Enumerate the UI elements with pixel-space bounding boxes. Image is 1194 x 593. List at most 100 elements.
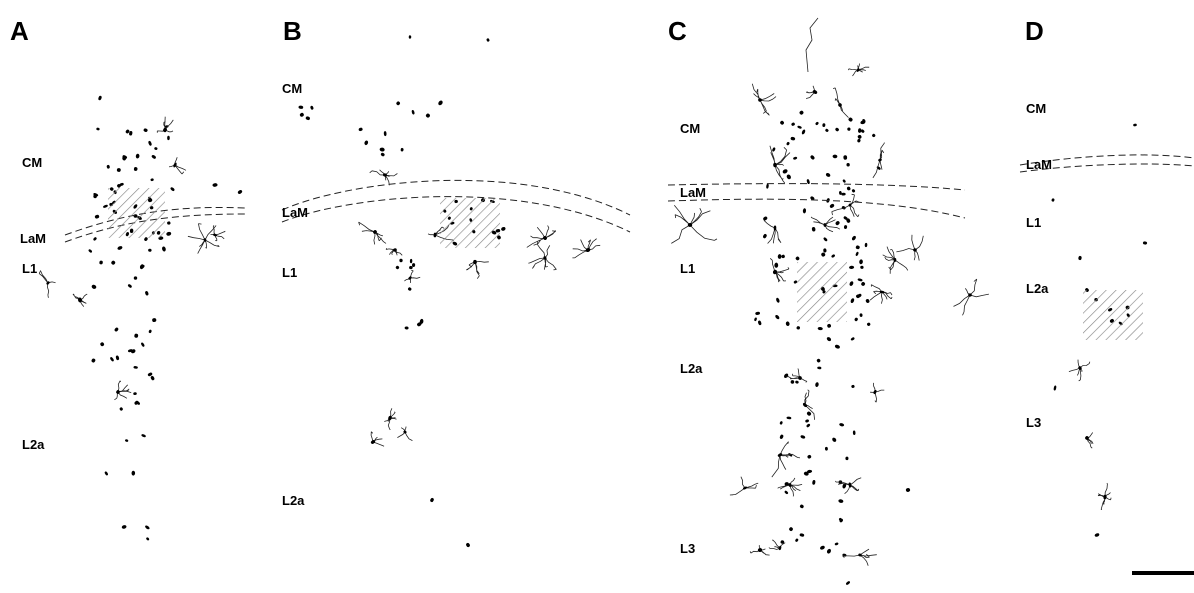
cell-body	[145, 291, 149, 296]
dendrite	[786, 369, 807, 383]
cell-body	[100, 342, 105, 347]
cell-body	[106, 165, 110, 169]
dendrite	[870, 383, 884, 402]
cell-body	[826, 336, 832, 342]
cell-body	[853, 430, 856, 435]
cell-body	[839, 423, 845, 427]
dendrite	[371, 432, 384, 447]
cell-body	[154, 147, 158, 150]
cell-body	[860, 266, 864, 270]
cell-body	[799, 110, 804, 115]
cell-body	[772, 147, 776, 152]
cell-body	[841, 193, 845, 196]
cell-body	[1133, 124, 1137, 127]
cell-body	[826, 548, 832, 554]
cell-body	[854, 317, 858, 322]
cell-body	[167, 136, 170, 141]
layer-label: L1	[680, 261, 695, 276]
cell-body	[166, 231, 172, 236]
dendrite	[1069, 360, 1090, 381]
dendrite	[870, 285, 892, 304]
cell-body	[783, 373, 789, 379]
cell-body	[815, 121, 819, 125]
dendrite	[466, 261, 489, 278]
cell-body	[855, 245, 860, 250]
cell-body	[212, 183, 218, 187]
figure: A CM LaM L1 L2a B CM LaM L1 L2a C CM LaM…	[0, 0, 1194, 588]
dendrite	[835, 478, 861, 494]
cell-body	[823, 248, 827, 252]
cell-body	[380, 152, 385, 157]
cell-body	[849, 281, 854, 287]
cell-body	[905, 488, 910, 493]
dendrite	[752, 84, 776, 116]
cell-body	[151, 154, 157, 159]
dendrite	[527, 226, 556, 248]
cell-body	[785, 321, 790, 326]
layer-label: CM	[282, 81, 302, 96]
cell-body	[114, 327, 119, 332]
cell-body	[93, 237, 98, 242]
cell-body	[778, 254, 782, 259]
cell-body	[88, 249, 93, 254]
cell-body	[364, 140, 369, 146]
cell-body	[821, 252, 826, 257]
cell-body	[848, 482, 852, 488]
dendrite	[954, 279, 989, 315]
cell-body	[850, 337, 855, 341]
cell-body	[810, 155, 816, 161]
layer-label: CM	[1026, 101, 1046, 116]
cell-body	[816, 358, 821, 363]
cell-body	[104, 471, 109, 476]
layer-label: LaM	[1026, 157, 1052, 172]
cell-body	[150, 178, 154, 181]
cell-body	[847, 127, 850, 130]
cell-body	[878, 158, 882, 162]
cell-body	[865, 298, 870, 303]
cell-body	[871, 133, 876, 138]
cell-body	[790, 136, 795, 140]
cell-body	[410, 259, 413, 263]
cell-body	[835, 220, 841, 226]
cell-body	[117, 245, 123, 250]
cell-body	[775, 297, 780, 303]
cell-body	[125, 439, 129, 442]
cell-body	[411, 110, 415, 115]
cell-body	[766, 184, 769, 189]
cell-body	[838, 499, 844, 504]
dendrite	[806, 18, 818, 72]
cell-body	[111, 260, 116, 265]
cell-body	[1094, 533, 1100, 538]
cell-body	[757, 320, 761, 325]
dendrite	[370, 170, 398, 186]
cell-body	[782, 168, 788, 174]
cell-body	[425, 113, 431, 119]
cell-body	[800, 435, 806, 440]
dendrite	[572, 239, 600, 258]
cell-body	[806, 423, 811, 428]
cell-body	[823, 237, 828, 242]
cell-body	[399, 259, 403, 263]
cell-body	[167, 221, 171, 225]
cell-body	[805, 419, 810, 423]
cell-body	[851, 385, 855, 389]
cell-body	[859, 313, 862, 317]
cell-body	[754, 317, 757, 321]
cell-body	[162, 246, 167, 252]
cell-body	[818, 327, 823, 331]
cell-body	[786, 416, 791, 419]
cell-body	[843, 155, 847, 160]
cell-body	[98, 95, 102, 100]
panel-letter: B	[283, 16, 302, 46]
cell-body	[846, 163, 850, 167]
cell-body	[832, 154, 837, 158]
hatched-region	[797, 262, 847, 322]
cell-body	[796, 326, 800, 330]
cell-body	[412, 263, 415, 267]
hatched-region	[1083, 290, 1143, 340]
cell-body	[786, 141, 790, 145]
cell-body	[465, 542, 470, 547]
cell-body	[857, 139, 861, 143]
dendrite	[730, 477, 758, 495]
cell-body	[148, 249, 152, 252]
